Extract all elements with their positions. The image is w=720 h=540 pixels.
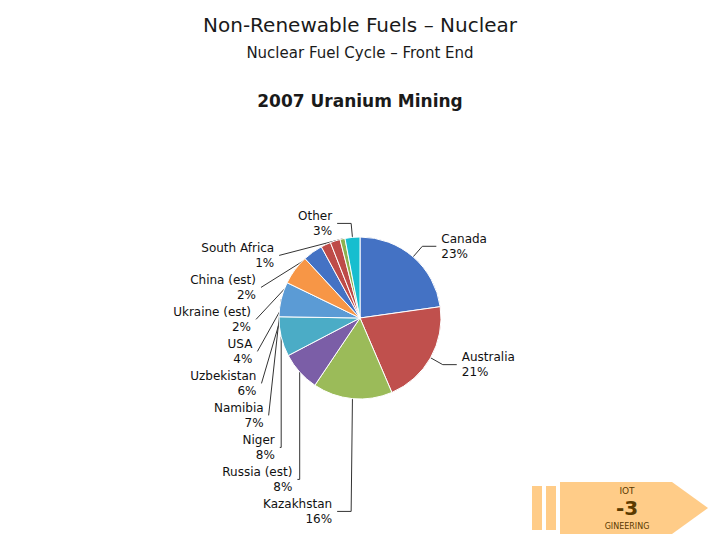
svg-text:4%: 4% <box>233 352 252 366</box>
svg-text:Nuclear Fuel Cycle – Front End: Nuclear Fuel Cycle – Front End <box>246 44 473 62</box>
svg-text:IOT: IOT <box>619 486 635 496</box>
svg-text:USA: USA <box>228 337 254 351</box>
svg-text:China (est): China (est) <box>190 273 256 287</box>
svg-text:Niger: Niger <box>243 433 275 447</box>
svg-text:South Africa: South Africa <box>201 241 274 255</box>
svg-text:Russia (est): Russia (est) <box>222 465 292 479</box>
svg-text:6%: 6% <box>237 384 256 398</box>
svg-text:2007 Uranium Mining: 2007 Uranium Mining <box>257 91 463 111</box>
svg-text:7%: 7% <box>245 416 264 430</box>
svg-text:1%: 1% <box>255 256 274 270</box>
svg-text:21%: 21% <box>462 365 489 379</box>
svg-text:Kazakhstan: Kazakhstan <box>263 497 332 511</box>
svg-text:16%: 16% <box>305 512 332 526</box>
svg-text:Australia: Australia <box>462 350 515 364</box>
svg-text:2%: 2% <box>232 320 251 334</box>
svg-text:3%: 3% <box>313 224 332 238</box>
svg-text:Canada: Canada <box>441 232 487 246</box>
svg-text:Uzbekistan: Uzbekistan <box>190 369 256 383</box>
svg-text:2%: 2% <box>237 288 256 302</box>
svg-text:8%: 8% <box>273 480 292 494</box>
svg-text:Other: Other <box>298 209 332 223</box>
svg-text:Non-Renewable Fuels – Nuclear: Non-Renewable Fuels – Nuclear <box>203 13 518 37</box>
svg-text:8%: 8% <box>256 448 275 462</box>
svg-text:GINEERING: GINEERING <box>605 522 650 531</box>
svg-text:-3: -3 <box>616 496 638 520</box>
svg-text:Ukraine (est): Ukraine (est) <box>173 305 251 319</box>
svg-text:23%: 23% <box>441 247 468 261</box>
svg-text:Namibia: Namibia <box>214 401 264 415</box>
